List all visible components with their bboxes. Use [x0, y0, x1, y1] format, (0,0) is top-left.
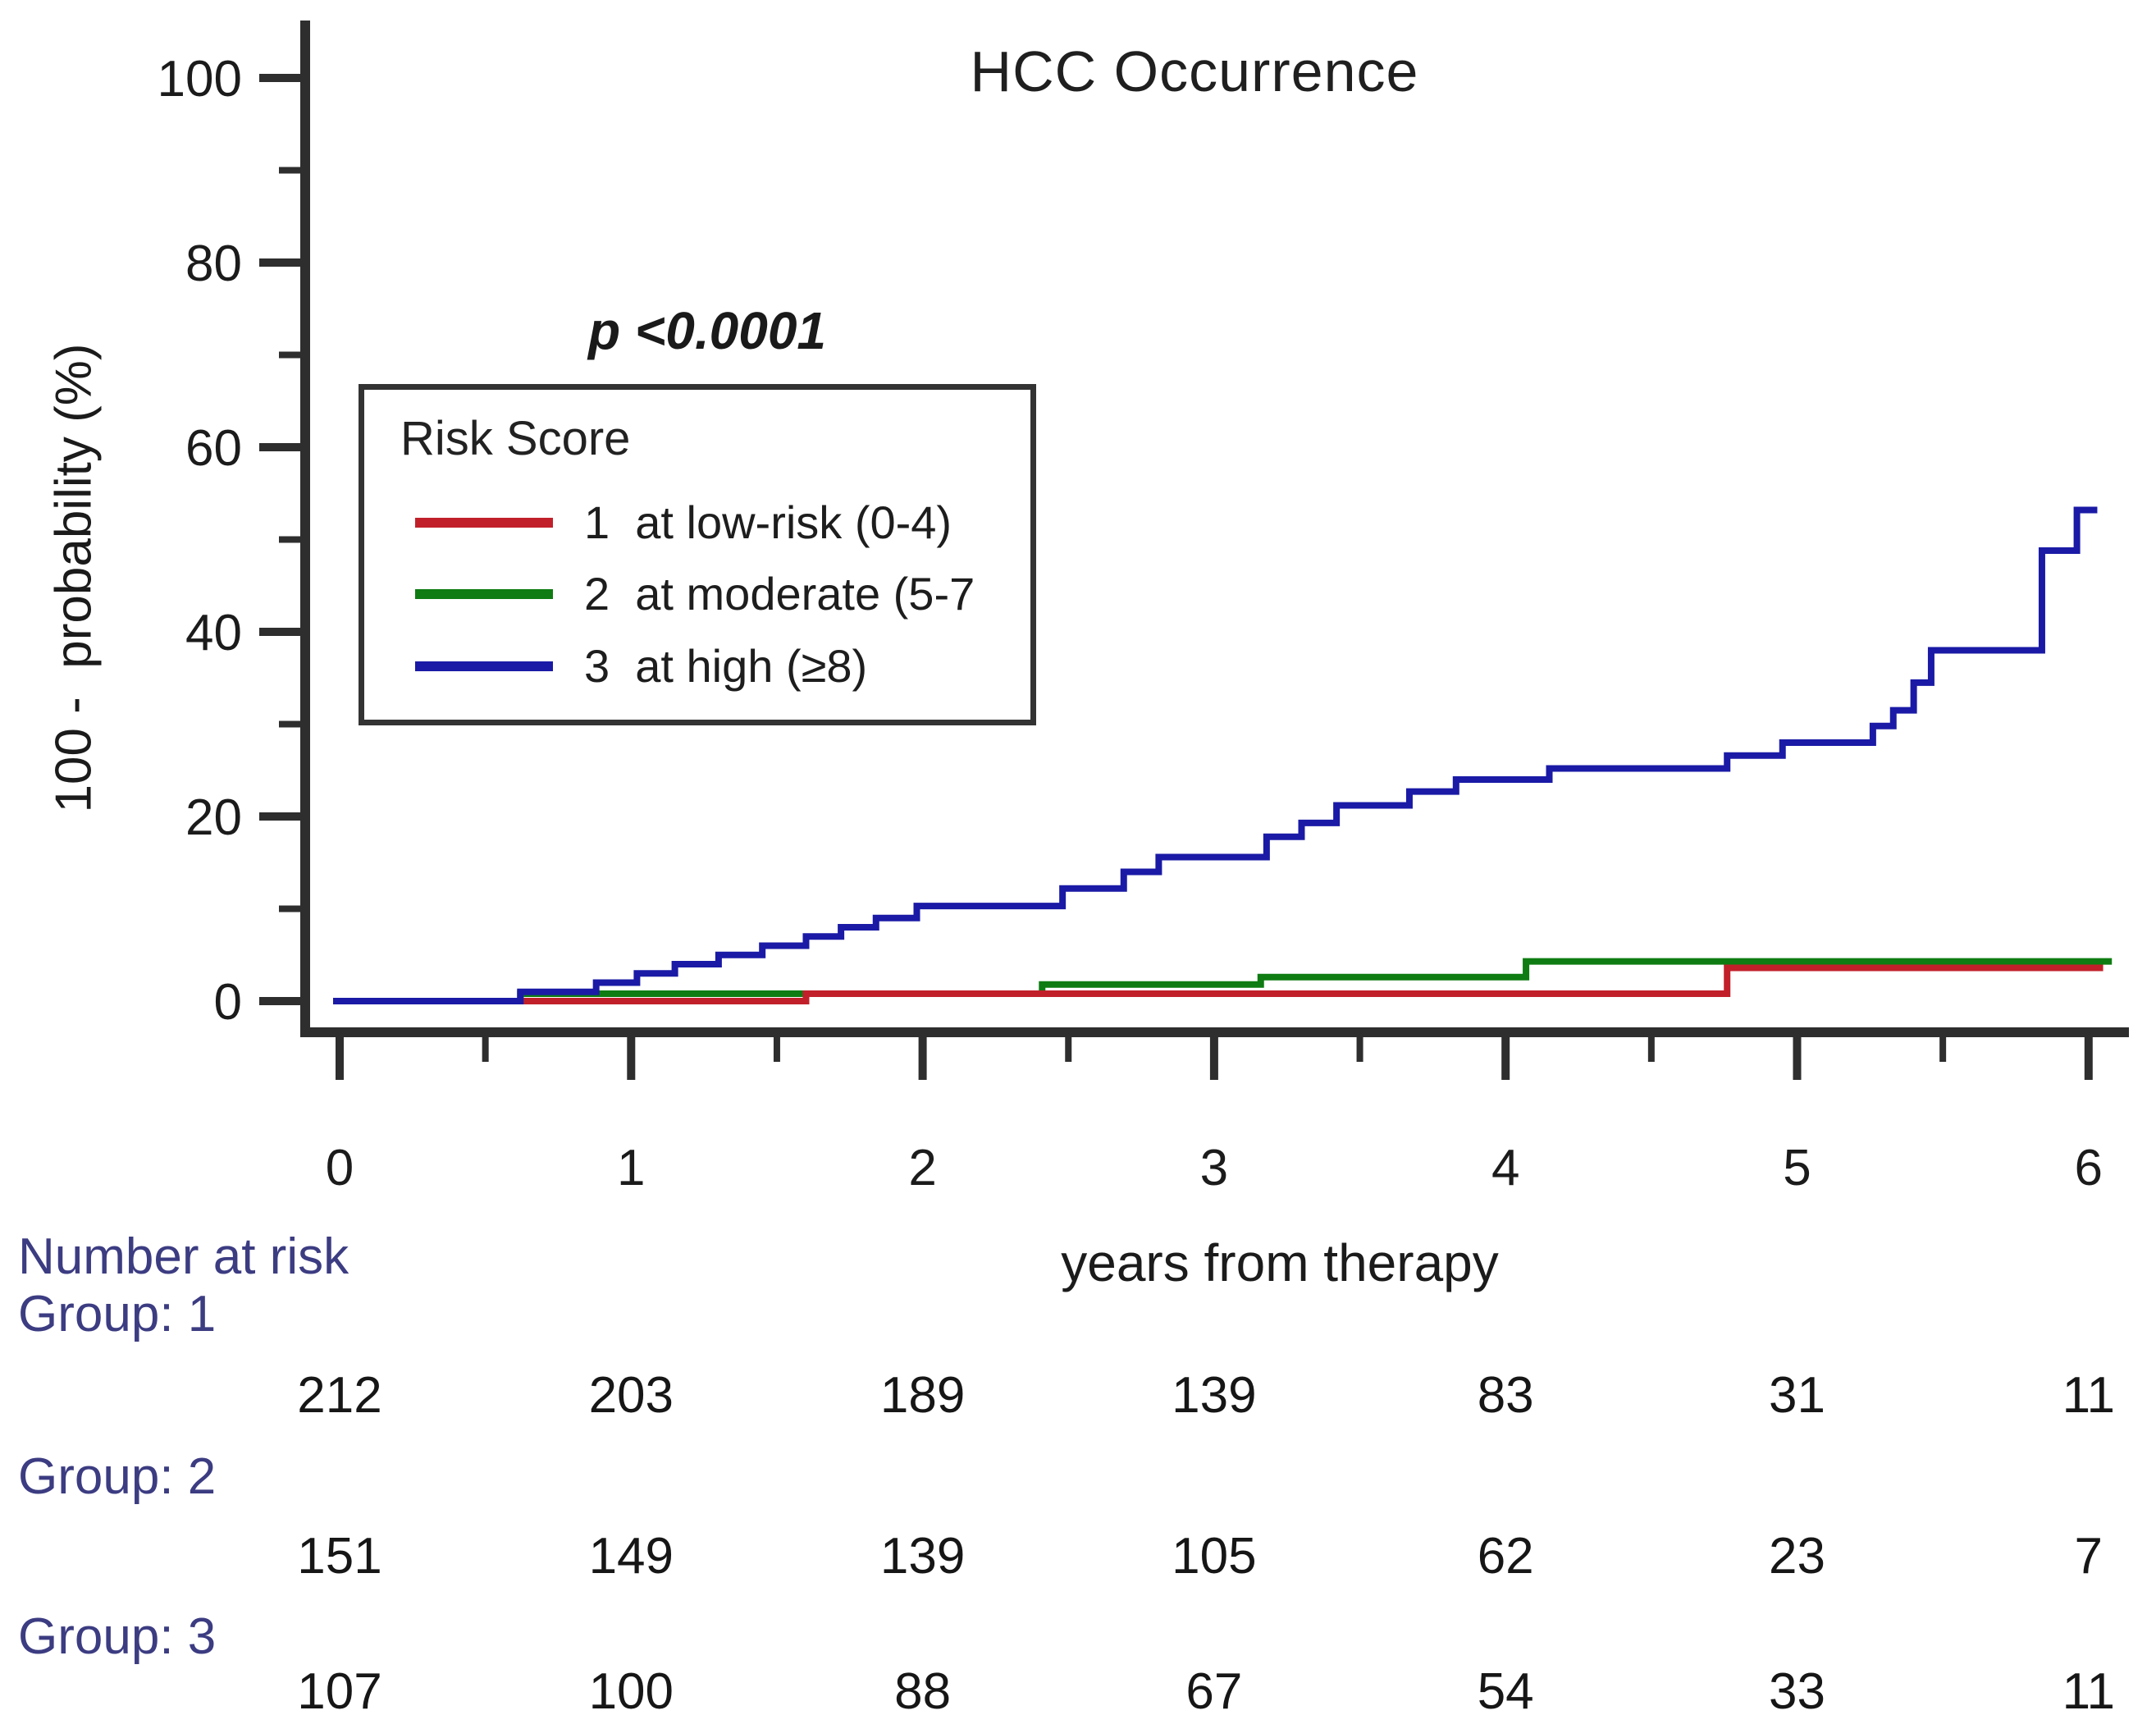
number-at-risk-header: Number at risk [18, 1228, 349, 1285]
legend-item-label: 1 at low-risk (0-4) [584, 496, 952, 548]
y-major-tick [259, 258, 300, 267]
x-minor-tick [482, 1037, 489, 1062]
number-at-risk-value: 100 [588, 1663, 674, 1715]
y-major-tick [259, 74, 300, 82]
x-minor-tick [1065, 1037, 1072, 1062]
x-minor-tick [1939, 1037, 1947, 1062]
legend-swatch-moderate-risk [415, 589, 553, 599]
number-at-risk-value: 139 [1172, 1367, 1257, 1424]
group-3-label: Group: 3 [18, 1608, 217, 1665]
x-major-tick [1501, 1037, 1510, 1080]
number-at-risk-value: 212 [297, 1367, 382, 1424]
group-1-label: Group: 1 [18, 1286, 217, 1342]
legend-item-label: 3 at high (≥8) [584, 640, 868, 692]
y-tick-label: 0 [214, 974, 242, 1031]
x-major-tick [1209, 1037, 1218, 1080]
number-at-risk-value: 88 [894, 1663, 952, 1715]
y-tick-label: 20 [185, 789, 242, 846]
number-at-risk-value: 7 [2074, 1528, 2103, 1585]
number-at-risk-value: 31 [1769, 1367, 1825, 1424]
number-at-risk-value: 203 [588, 1367, 674, 1424]
y-minor-tick [279, 167, 300, 174]
x-major-tick [2084, 1037, 2093, 1080]
number-at-risk-value: 107 [297, 1663, 382, 1715]
x-tick-label: 6 [2075, 1140, 2103, 1196]
y-major-tick [259, 997, 300, 1005]
number-at-risk-value: 139 [879, 1528, 966, 1585]
y-minor-tick [279, 905, 300, 912]
number-at-risk-value: 105 [1172, 1528, 1257, 1585]
y-axis-line [300, 21, 310, 1037]
x-tick-label: 0 [326, 1140, 354, 1196]
y-tick-label: 100 [158, 51, 242, 107]
number-at-risk-value: 149 [588, 1528, 674, 1585]
number-at-risk-value: 67 [1185, 1663, 1243, 1715]
legend-box: Risk Score 1 at low-risk (0-4) 2 at mode… [359, 384, 1036, 725]
x-major-tick [1793, 1037, 1802, 1080]
number-at-risk-value: 189 [879, 1367, 966, 1424]
x-tick-label: 1 [617, 1140, 645, 1196]
legend-item-label: 2 at moderate (5-7 [584, 568, 975, 620]
number-at-risk-value: 11 [2062, 1367, 2115, 1424]
legend-title: Risk Score [400, 412, 631, 465]
curve-group-3 [333, 506, 2098, 1004]
number-at-risk-value: 33 [1769, 1663, 1825, 1715]
y-major-tick [259, 628, 300, 636]
x-minor-tick [773, 1037, 780, 1062]
p-value-label: p <0.0001 [588, 301, 826, 360]
x-tick-label: 2 [908, 1140, 936, 1196]
x-axis-line [300, 1027, 2129, 1037]
x-tick-label: 3 [1200, 1140, 1228, 1196]
y-minor-tick [279, 720, 300, 728]
number-at-risk-value: 23 [1769, 1528, 1825, 1585]
x-major-tick [336, 1037, 344, 1080]
x-minor-tick [1356, 1037, 1363, 1062]
number-at-risk-value: 151 [297, 1528, 382, 1585]
chart-title: HCC Occurrence [970, 39, 1419, 103]
y-major-tick [259, 812, 300, 821]
number-at-risk-value: 54 [1477, 1663, 1534, 1715]
y-tick-label: 80 [185, 236, 242, 292]
number-at-risk-value: 62 [1477, 1528, 1534, 1585]
x-tick-label: 5 [1783, 1140, 1811, 1196]
y-axis-label: 100 - probability (%) [45, 343, 103, 813]
x-minor-tick [1647, 1037, 1655, 1062]
legend-swatch-high-risk [415, 661, 553, 671]
x-major-tick [627, 1037, 636, 1080]
group-2-label: Group: 2 [18, 1448, 217, 1505]
y-tick-label: 40 [185, 605, 242, 661]
y-minor-tick [279, 351, 300, 359]
x-tick-label: 4 [1491, 1140, 1519, 1196]
number-at-risk-value: 83 [1477, 1367, 1534, 1424]
x-major-tick [918, 1037, 927, 1080]
x-axis-label: years from therapy [1061, 1233, 1499, 1292]
y-tick-label: 60 [185, 420, 242, 477]
curve-group-1 [333, 964, 2103, 1004]
legend-swatch-low-risk [415, 518, 553, 528]
y-minor-tick [279, 536, 300, 543]
y-major-tick [259, 443, 300, 451]
number-at-risk-value: 11 [2062, 1663, 2115, 1715]
